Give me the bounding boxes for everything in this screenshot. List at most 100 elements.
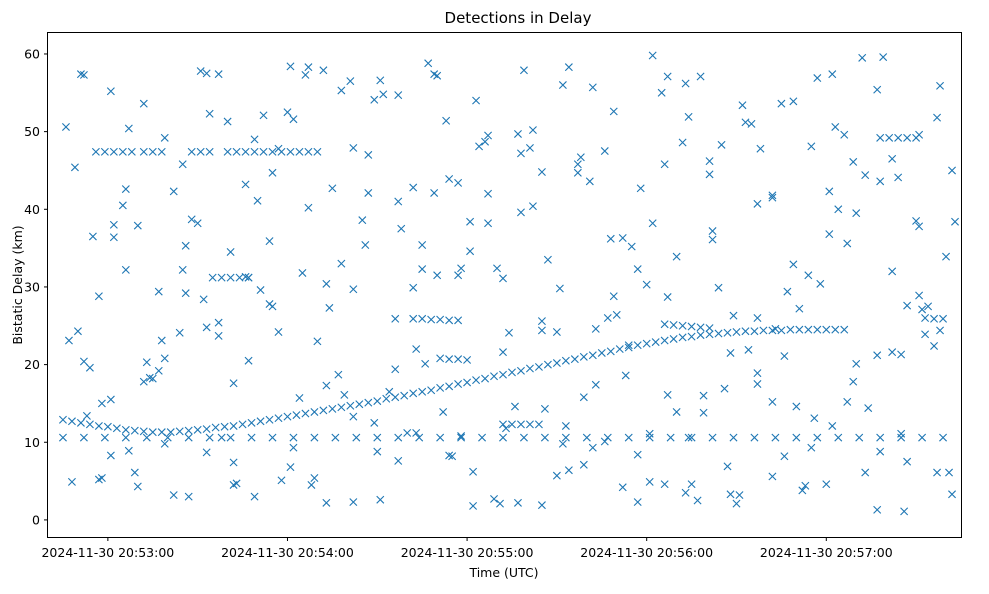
data-point <box>157 147 166 156</box>
data-point <box>265 415 274 424</box>
data-point <box>175 328 184 337</box>
data-point <box>466 217 475 226</box>
data-point <box>684 112 693 121</box>
data-point <box>753 369 762 378</box>
data-point <box>499 274 507 283</box>
data-point <box>729 433 738 442</box>
data-point <box>448 452 457 461</box>
data-point <box>732 499 741 508</box>
data-point <box>193 219 202 228</box>
data-point <box>720 384 729 393</box>
data-point <box>454 316 463 325</box>
data-point <box>241 272 250 281</box>
data-point <box>930 314 939 323</box>
data-point <box>609 292 618 301</box>
data-point <box>349 143 358 152</box>
y-axis-label: Bistatic Delay (km) <box>10 225 25 344</box>
data-point <box>588 83 597 92</box>
data-point <box>223 147 232 156</box>
data-point <box>286 463 295 472</box>
data-point <box>265 237 274 246</box>
data-point <box>552 471 561 480</box>
data-point <box>822 480 831 489</box>
data-point <box>633 498 642 507</box>
data-point <box>472 376 481 385</box>
data-point <box>499 370 507 379</box>
data-point <box>133 221 142 230</box>
data-point <box>70 163 79 172</box>
data-point <box>729 311 738 320</box>
data-point <box>109 233 118 242</box>
data-point <box>513 129 522 138</box>
data-point <box>499 420 507 429</box>
data-point <box>606 347 615 356</box>
data-point <box>663 293 672 302</box>
data-point <box>67 417 76 426</box>
data-point <box>612 310 621 319</box>
data-point <box>214 70 223 79</box>
data-point <box>717 140 726 149</box>
data-point <box>310 433 319 442</box>
data-point <box>121 433 130 442</box>
data-point <box>226 433 235 442</box>
data-point <box>828 70 837 79</box>
data-point <box>633 450 642 459</box>
y-tick-label: 50 <box>24 124 40 139</box>
data-point <box>648 219 657 228</box>
data-point <box>337 259 346 268</box>
data-point <box>415 433 424 442</box>
data-point <box>516 149 525 158</box>
data-point <box>256 286 265 295</box>
data-point <box>337 86 346 95</box>
data-point <box>591 324 600 333</box>
data-point <box>178 265 187 274</box>
data-point <box>79 433 88 442</box>
data-point <box>277 476 286 485</box>
x-tick-label: 2024-11-30 20:53:00 <box>41 545 174 560</box>
data-point <box>804 271 813 280</box>
data-point <box>936 326 945 335</box>
data-point <box>813 325 822 334</box>
data-point <box>226 248 235 256</box>
data-point <box>591 380 600 389</box>
data-point <box>633 341 642 350</box>
data-point <box>780 452 789 461</box>
data-point <box>421 359 430 368</box>
data-point <box>615 345 624 354</box>
data-point <box>196 147 205 156</box>
data-point <box>696 323 705 332</box>
data-point <box>672 252 681 261</box>
data-point <box>933 468 942 477</box>
data-point <box>699 391 708 400</box>
data-point <box>361 241 370 249</box>
data-point <box>519 433 528 442</box>
data-point <box>951 217 960 226</box>
data-point <box>696 331 705 340</box>
data-point <box>181 241 190 250</box>
data-point <box>660 320 669 329</box>
data-point <box>391 365 400 374</box>
data-point <box>139 377 148 386</box>
data-point <box>232 479 241 488</box>
data-point <box>85 363 94 372</box>
data-point <box>454 178 463 187</box>
data-point <box>157 336 166 345</box>
data-point <box>828 421 837 430</box>
data-point <box>208 273 217 282</box>
data-point <box>409 389 418 398</box>
data-point <box>502 424 510 433</box>
data-point <box>484 189 493 198</box>
data-point <box>843 397 852 406</box>
data-point <box>939 314 948 323</box>
data-point <box>663 390 672 399</box>
data-point <box>576 153 585 162</box>
data-point <box>900 507 909 516</box>
data-point <box>247 418 256 427</box>
data-point <box>597 348 606 357</box>
data-point <box>663 72 672 81</box>
data-point <box>457 264 466 273</box>
data-point <box>552 327 561 336</box>
data-point <box>118 201 127 210</box>
data-point <box>313 337 322 346</box>
